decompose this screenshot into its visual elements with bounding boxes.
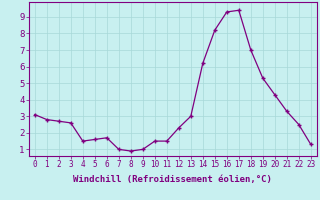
X-axis label: Windchill (Refroidissement éolien,°C): Windchill (Refroidissement éolien,°C)	[73, 175, 272, 184]
